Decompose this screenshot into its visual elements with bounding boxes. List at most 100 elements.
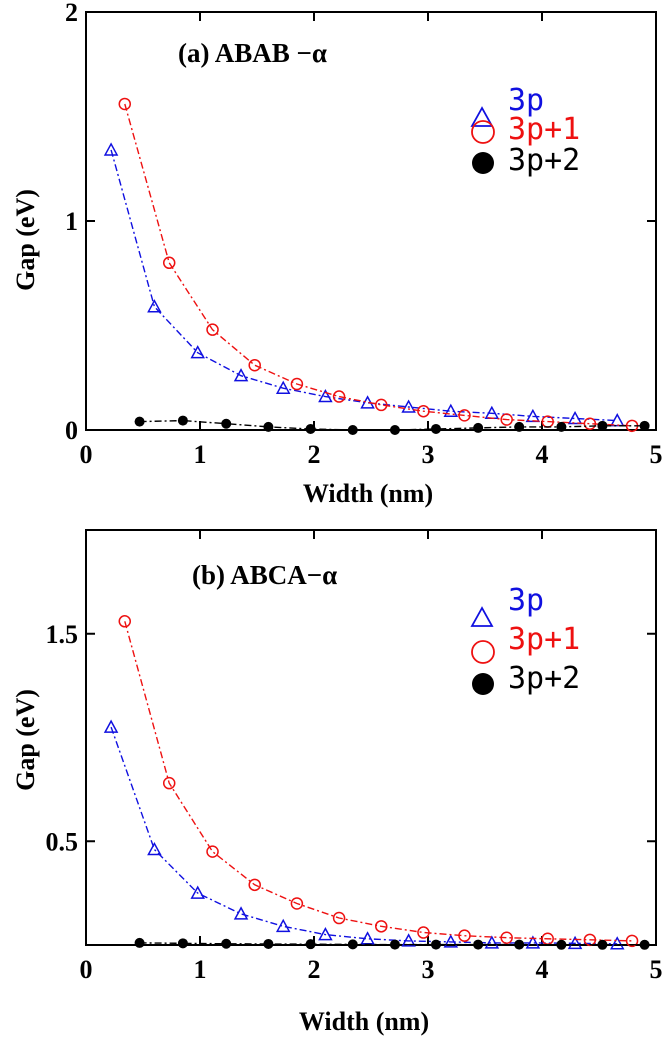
panel-b-legend-item-3p: 3p	[470, 583, 544, 627]
panel-b-point-triangle	[609, 936, 625, 950]
panel-b-xlabel: Width (nm)	[299, 1007, 429, 1036]
panel-b-ytick-label: 1.5	[46, 620, 79, 649]
panel-a-point-open-circle	[417, 404, 430, 418]
panel-b-xtick-label: 5	[650, 955, 663, 984]
panel-b-point-open-circle	[248, 878, 261, 892]
panel-b-point-triangle	[401, 933, 416, 947]
panel-a-point-open-circle	[332, 390, 346, 403]
panel-a-point-triangle	[443, 403, 459, 417]
panel-b-point-triangle	[525, 935, 541, 949]
panel-a-point-triangle	[567, 410, 583, 425]
panel-b-point-open-circle	[290, 897, 304, 910]
panel-b-point-filled-circle	[639, 939, 650, 950]
panel-b-xtick-label: 2	[308, 955, 321, 984]
panel-a-point-filled-circle	[347, 425, 358, 435]
panel-a-point-open-circle	[458, 409, 471, 422]
panel-a-point-triangle	[275, 380, 291, 394]
panel-b-legend-item-3p2: 3p+2	[472, 661, 580, 696]
panel-a-legend-filled-circle-icon	[472, 152, 494, 174]
panel-a-legend-label-3p2: 3p+2	[508, 143, 580, 178]
panel-a-ytick-label: 1	[65, 207, 78, 236]
panel-b-point-open-circle	[458, 929, 471, 942]
panel-b-legend-label-3p1: 3p+1	[508, 622, 580, 657]
panel-b-point-filled-circle	[473, 939, 484, 950]
panel-b-xtick-label: 0	[80, 955, 93, 984]
panel-a-legend: 3p 3p+1 3p+2	[470, 83, 580, 178]
panel-a-point-filled-circle	[305, 423, 316, 434]
panel-b-point-triangle	[190, 885, 205, 899]
panel-b-point-open-circle	[206, 845, 219, 858]
panel-b-point-triangle	[147, 841, 162, 856]
panel-a-point-open-circle	[162, 256, 176, 270]
panel-a-series	[103, 97, 650, 435]
panel-a-ytick-label: 2	[65, 0, 78, 27]
panel-b-tick-labels: 0 1 2 3 4 5 0.5 1.5	[46, 620, 663, 984]
panel-b-point-triangle	[275, 918, 291, 933]
panel-b-point-open-circle	[332, 911, 346, 925]
panel-a-point-open-circle	[118, 97, 132, 111]
panel-b-title: (b) ABCA−α	[192, 560, 337, 590]
panel-a-point-open-circle	[248, 358, 261, 372]
panel-b-point-open-circle	[417, 926, 430, 939]
panel-b-ticks	[85, 530, 657, 945]
panel-b-point-filled-circle	[134, 937, 145, 948]
panel-a-series-line-0	[110, 149, 618, 422]
panel-a-tick-labels: 0 1 2 3 4 5 0 1 2	[65, 0, 663, 469]
panel-b-series-line-1	[124, 621, 633, 942]
panel-a-xtick-label: 5	[650, 440, 663, 469]
panel-a-legend-triangle-icon	[470, 106, 494, 127]
panel-b-chart: 0 1 2 3 4 5 0.5 1.5 (b) ABCA−α Width (nm) Gap (…	[11, 529, 663, 1036]
panel-b-legend: 3p 3p+1 3p+2	[470, 583, 580, 696]
panel-b-point-filled-circle	[556, 939, 567, 950]
panel-a-xtick-label: 0	[80, 440, 93, 469]
panel-b-xtick-label: 4	[536, 955, 549, 984]
panel-a-point-filled-circle	[263, 421, 274, 432]
panel-a-point-filled-circle	[221, 418, 232, 429]
panel-b-point-filled-circle	[347, 939, 358, 950]
panel-a-chart: 0 1 2 3 4 5 0 1 2 (a) ABAB −α Width (nm) Gap (eV…	[11, 0, 663, 508]
panel-a-point-filled-circle	[639, 420, 650, 431]
panel-b-legend-filled-circle-icon	[472, 673, 494, 695]
panel-a-legend-item-3p1: 3p+1	[471, 112, 580, 147]
panel-a-xtick-label: 2	[308, 440, 321, 469]
panel-a-plot-frame	[85, 11, 657, 431]
panel-a-point-filled-circle	[177, 415, 188, 426]
panel-a-point-filled-circle	[134, 416, 145, 427]
panel-a-legend-open-circle-icon	[471, 120, 495, 144]
panel-a-point-open-circle	[375, 398, 388, 412]
panel-a-title: (a) ABAB −α	[178, 38, 327, 68]
panel-b-point-filled-circle	[263, 938, 274, 949]
panel-a-series-line-1	[124, 103, 633, 427]
panel-a-xtick-label: 3	[422, 440, 435, 469]
panel-a-xtick-label: 4	[536, 440, 549, 469]
panel-b-point-triangle	[443, 934, 459, 948]
panel-b-point-filled-circle	[430, 939, 441, 950]
panel-a-legend-label-3p1: 3p+1	[508, 112, 580, 147]
panel-a-point-triangle	[103, 142, 119, 156]
panel-b-point-filled-circle	[514, 939, 525, 950]
panel-a-point-open-circle	[583, 417, 597, 430]
panel-a-point-triangle	[147, 299, 162, 313]
panel-b-legend-label-3p: 3p	[508, 583, 544, 618]
panel-b-point-triangle	[484, 935, 500, 949]
panel-a-point-filled-circle	[597, 420, 608, 431]
panel-a-ticks	[85, 11, 657, 431]
panel-b-point-filled-circle	[305, 939, 316, 950]
panel-a-point-triangle	[401, 399, 416, 413]
panel-b-series	[103, 615, 650, 950]
panel-a-point-filled-circle	[389, 425, 400, 435]
panel-a-legend-label-3p: 3p	[508, 83, 544, 118]
panel-b-legend-open-circle-icon	[471, 640, 495, 664]
panel-b-point-triangle	[567, 935, 583, 950]
panel-b-point-triangle	[103, 719, 119, 733]
panel-a-xlabel: Width (nm)	[303, 479, 433, 508]
panel-a-point-triangle	[609, 413, 625, 427]
panel-a-point-open-circle	[290, 377, 304, 391]
panel-b-legend-item-3p1: 3p+1	[471, 622, 580, 664]
panel-a-legend-item-3p2: 3p+2	[472, 143, 580, 178]
panel-b-ylabel: Gap (eV)	[11, 689, 40, 791]
panel-a-legend-item-3p: 3p	[470, 83, 544, 127]
panel-b-xtick-label: 1	[194, 955, 207, 984]
panel-b-point-filled-circle	[597, 939, 608, 950]
